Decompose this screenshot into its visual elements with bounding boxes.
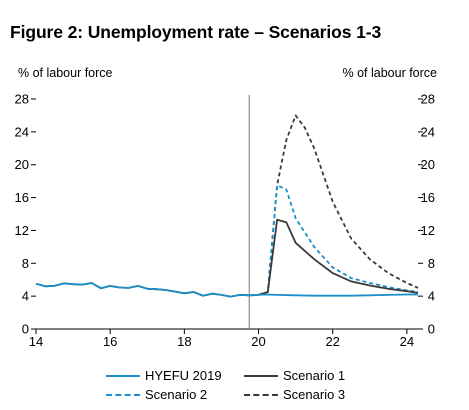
y-tick-label-right-20: 20 bbox=[421, 157, 435, 172]
y-tick-label-left-12: 12 bbox=[15, 223, 29, 238]
x-tick-label-14: 14 bbox=[29, 334, 43, 349]
series-line-scenario-2 bbox=[258, 184, 419, 296]
y-tick-label-left-0: 0 bbox=[22, 322, 29, 337]
x-tick-label-22: 22 bbox=[325, 334, 339, 349]
legend-swatch-scenario-1 bbox=[244, 374, 278, 377]
legend-label-scenario-1: Scenario 1 bbox=[283, 368, 346, 383]
y-tick-label-left-4: 4 bbox=[22, 289, 29, 304]
y-tick-label-right-8: 8 bbox=[428, 256, 435, 271]
y-tick-label-right-24: 24 bbox=[421, 124, 435, 139]
line-chart: 0 0 4 4 8 8 12 12 16 16 20 20 24 24 28 28 14 16 18 20 22 24 bbox=[15, 92, 435, 350]
legend-swatch-scenario-3 bbox=[244, 393, 278, 396]
y-tick-label-right-0: 0 bbox=[428, 322, 435, 337]
legend-item-scenario-2: Scenario 2 bbox=[106, 387, 207, 402]
y-tick-label-right-12: 12 bbox=[421, 223, 435, 238]
x-tick-label-20: 20 bbox=[251, 334, 265, 349]
y-tick-label-right-28: 28 bbox=[421, 92, 435, 107]
series-line-scenario-3 bbox=[258, 114, 419, 296]
x-tick-label-24: 24 bbox=[400, 334, 414, 349]
chart-title: Figure 2: Unemployment rate – Scenarios … bbox=[10, 22, 382, 42]
x-tick-label-16: 16 bbox=[103, 334, 117, 349]
x-tick-label-18: 18 bbox=[177, 334, 191, 349]
series-line-scenario-1 bbox=[35, 218, 419, 298]
y-tick-label-left-24: 24 bbox=[15, 124, 29, 139]
y-tick-label-left-20: 20 bbox=[15, 157, 29, 172]
legend-label-scenario-2: Scenario 2 bbox=[145, 387, 208, 402]
legend-item-hyefu-2019: HYEFU 2019 bbox=[106, 368, 222, 383]
legend-label-hyefu-2019: HYEFU 2019 bbox=[145, 368, 222, 383]
y-tick-label-right-16: 16 bbox=[421, 190, 435, 205]
y-tick-label-left-16: 16 bbox=[15, 190, 29, 205]
legend-label-scenario-3: Scenario 3 bbox=[283, 387, 346, 402]
y-tick-label-right-4: 4 bbox=[428, 289, 435, 304]
series-line-hyefu-2019 bbox=[35, 282, 418, 298]
y-tick-label-left-28: 28 bbox=[15, 92, 29, 107]
legend-swatch-scenario-2 bbox=[106, 393, 140, 396]
legend-item-scenario-1: Scenario 1 bbox=[244, 368, 345, 383]
right-axis-unit-label: % of labour force bbox=[342, 66, 438, 80]
left-axis-unit-label: % of labour force bbox=[18, 66, 113, 80]
chart-legend: HYEFU 2019 Scenario 1 Scenario 2 Scenari… bbox=[0, 364, 469, 408]
y-tick-label-left-8: 8 bbox=[22, 256, 29, 271]
legend-item-scenario-3: Scenario 3 bbox=[244, 387, 345, 402]
legend-swatch-hyefu-2019 bbox=[106, 374, 140, 377]
